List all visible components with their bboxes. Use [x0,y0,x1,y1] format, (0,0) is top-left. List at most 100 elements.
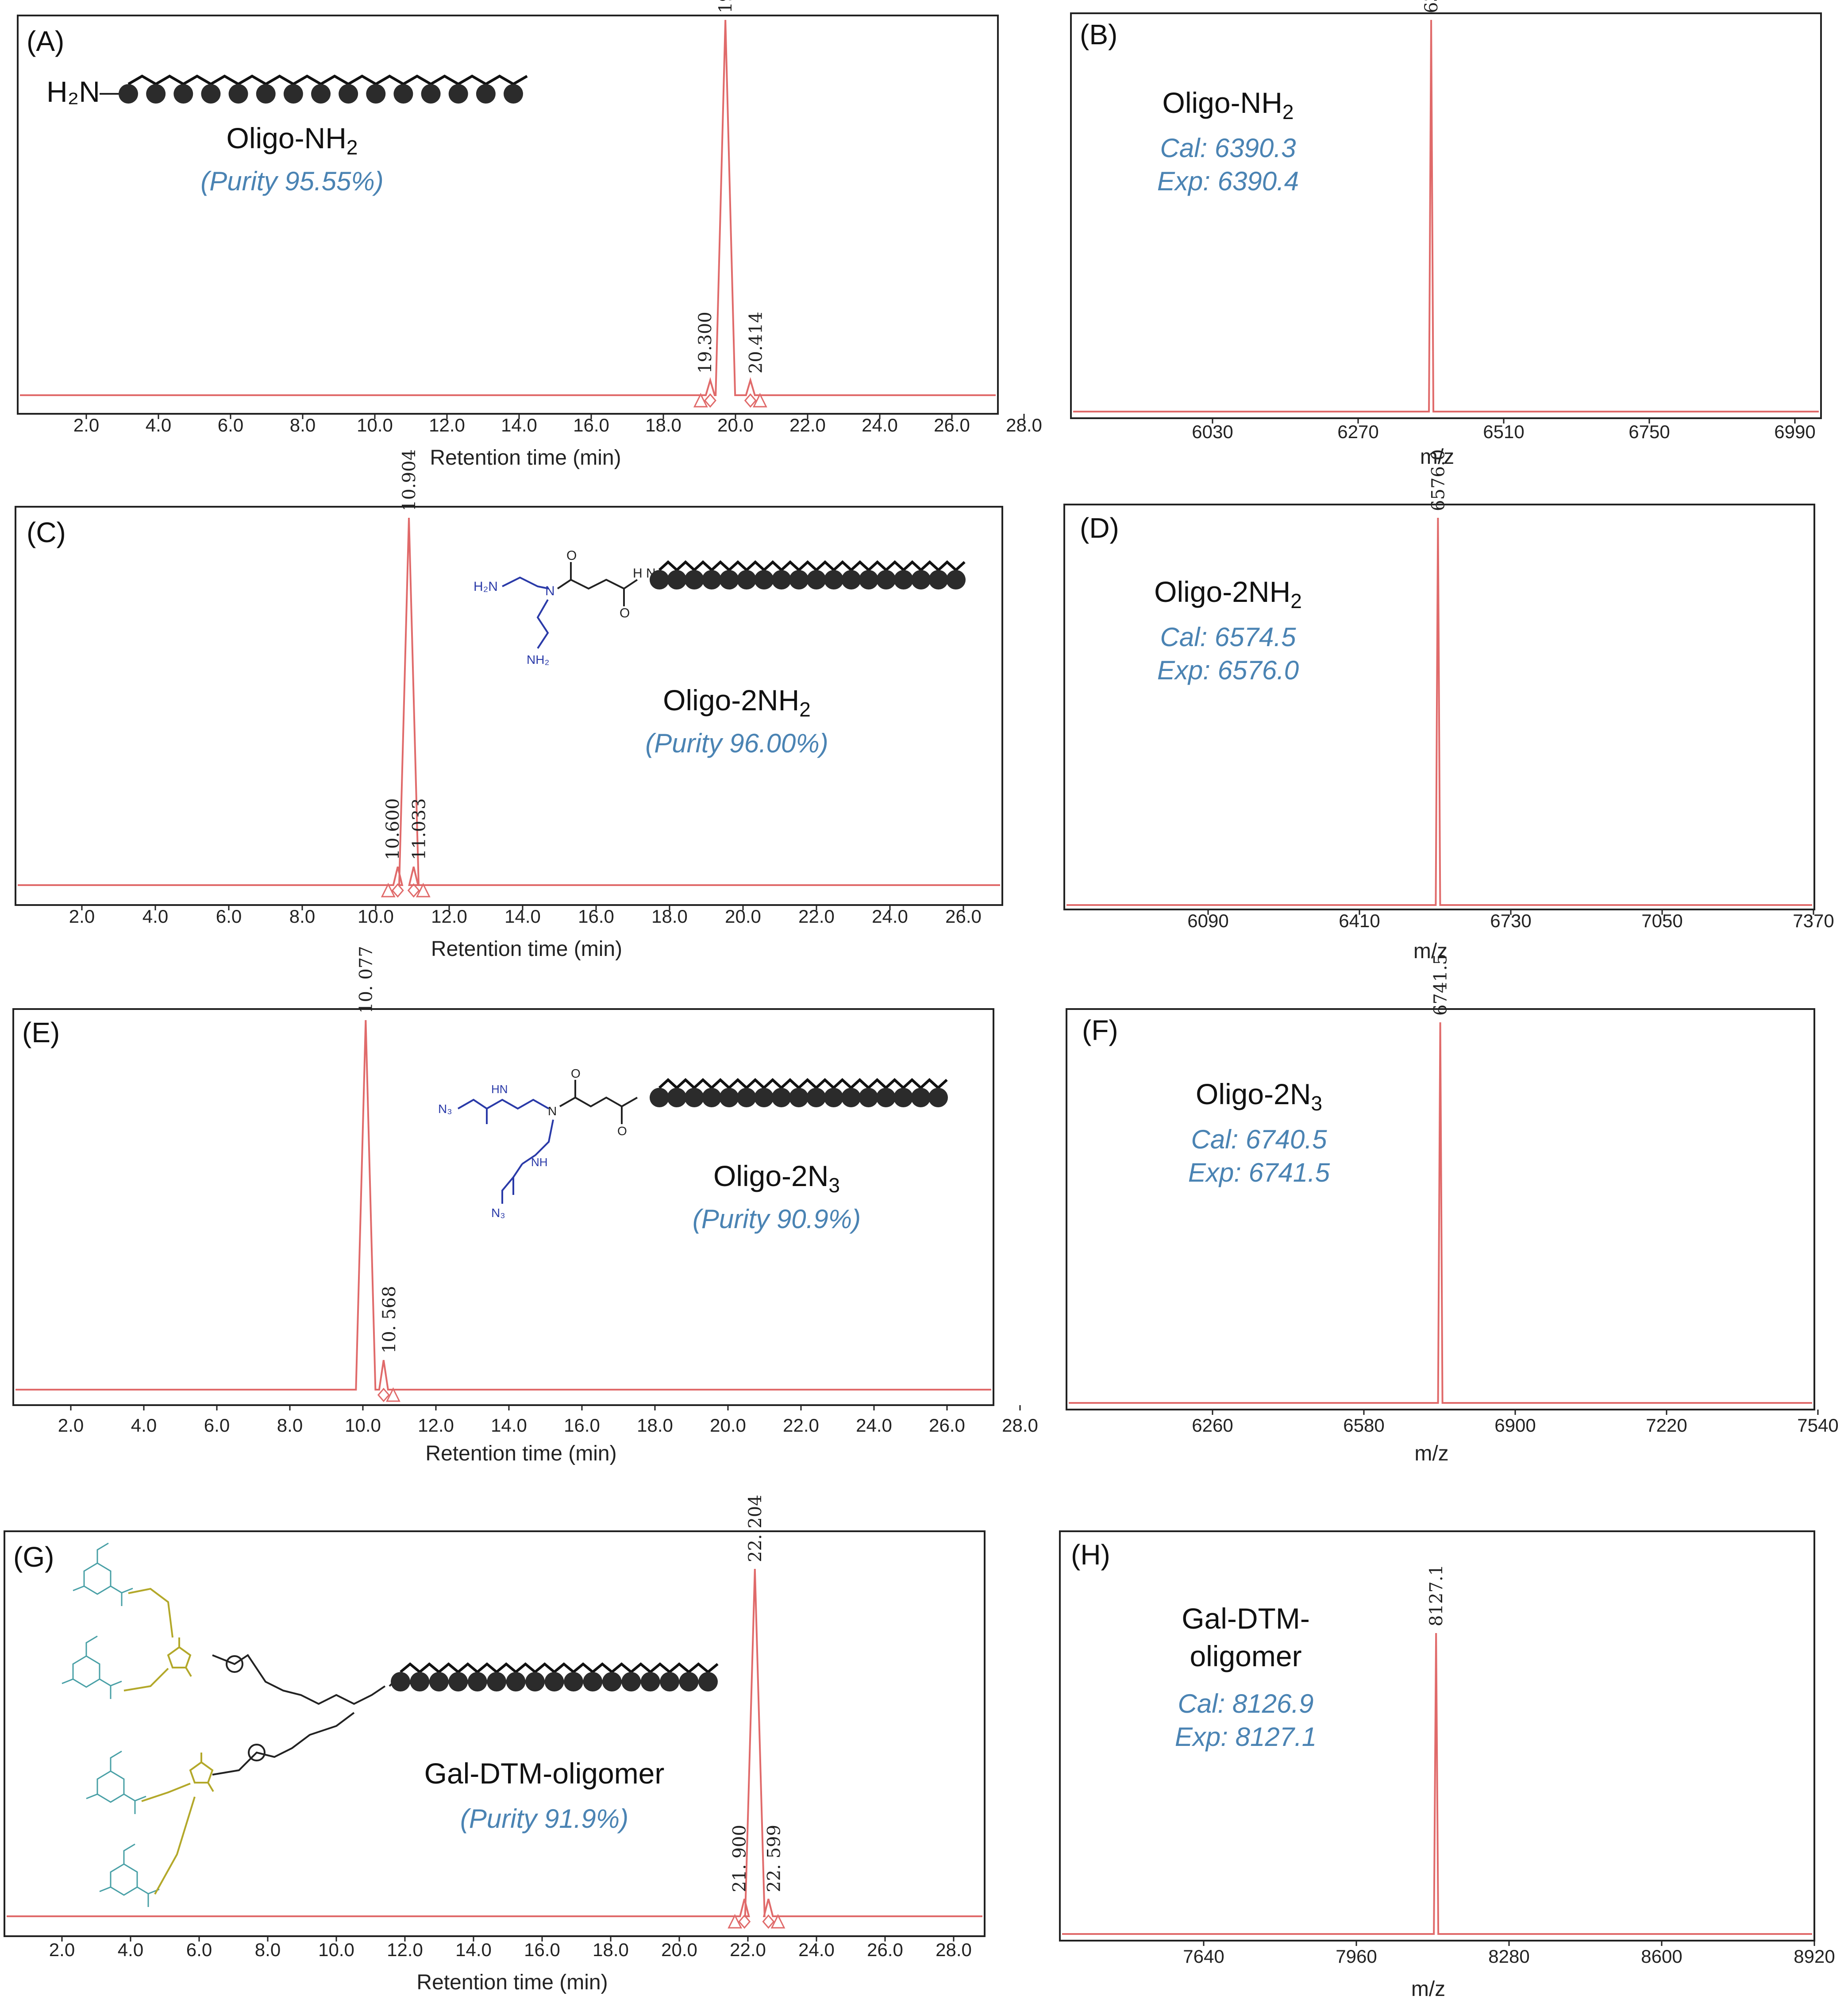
chain-bead [410,1672,430,1691]
x-tick-label: 6030 [1192,421,1233,442]
nitrogen-label: N [545,584,555,598]
panel-label: (C) [27,516,66,548]
x-tick-label: 18.0 [593,1939,629,1960]
x-tick-label: 12.0 [431,906,467,927]
x-tick-label: 7220 [1646,1415,1687,1436]
x-tick-label: 8600 [1641,1946,1682,1967]
peak-marker [407,883,420,898]
chain-bead [754,1088,774,1107]
x-tick-label: 6750 [1629,421,1670,442]
x-tick-label: 20.0 [710,1415,746,1436]
compound-name-subscript: 3 [828,1174,840,1197]
peak-label: 8127.1 [1426,1564,1447,1626]
plot-frame [1070,12,1822,419]
compound-name: Gal-DTM-oligomer [424,1757,665,1790]
chain-bead [789,570,809,589]
chain-bead [311,84,331,104]
x-tick-label: 20.0 [725,906,761,927]
panel-7: 7640 7960 8280 8600 8920 m/z (H) 8127.1 [1059,1530,1835,2001]
galactose-ring [73,1542,133,1606]
x-tick-label: 24.0 [862,415,898,435]
chain-bead [667,1088,687,1107]
plot-frame [12,1008,994,1406]
galactose-ring [86,1750,146,1814]
chain-bead [789,1088,808,1107]
chain-bead [621,1672,641,1691]
amide-label: NH [531,1156,548,1169]
x-axis-title: m/z [1420,445,1454,469]
thioether-linker [123,1587,196,1895]
purity-label: (Purity 91.9%) [460,1804,628,1834]
compound-name: Oligo-2NH2 [1154,575,1302,613]
galactose-ring [99,1843,160,1907]
plot-frame [1059,1530,1815,1942]
chain-bead [806,1088,826,1107]
x-tick-label: 20.0 [717,415,754,435]
chain-bead [771,570,791,589]
x-tick-label: 16.0 [578,906,614,927]
x-tick-label: 14.0 [455,1939,492,1960]
compound-name: Oligo-NH2 [1163,86,1294,123]
oxygen-label: O [620,606,630,620]
compound-name-main: Gal-DTM-oligomer [424,1757,665,1790]
chain-bead [393,84,413,104]
plot-frame [17,15,999,415]
amine-label: H₂N [474,579,498,594]
purity-label: (Purity 96.00%) [645,728,828,758]
compound-name: Oligo-2N3 [713,1160,840,1197]
chain-bead [754,570,774,589]
chain-bead [583,1672,603,1691]
x-axis-title: m/z [1411,1977,1445,2001]
peak-label: 10.600 [383,798,403,860]
x-tick-label: 2.0 [73,415,99,435]
chain-bead [702,1088,722,1107]
x-tick-label: 22.0 [798,906,835,927]
x-tick-label: 7540 [1797,1415,1838,1436]
chain-bead [366,84,386,104]
compound-name-main: Oligo-2NH [663,684,799,717]
chain-bead [283,84,303,104]
compound-name-subscript: 2 [799,698,811,721]
chain-bead [876,1088,896,1107]
dithiomaleimide-ring [189,1753,214,1792]
chain-bead [911,570,931,589]
chain-bead [660,1672,680,1691]
x-tick-label: 8.0 [255,1939,281,1960]
chain-bead [824,1088,843,1107]
chain-bead [679,1672,699,1691]
x-tick-label: 6260 [1192,1415,1233,1436]
x-tick-label: 8920 [1794,1946,1835,1967]
chain-bead [841,570,861,589]
x-tick-label: 26.0 [945,906,982,927]
chain-bead [946,570,966,589]
peak-label: 11.033 [409,798,430,860]
x-tick-label: 28.0 [1002,1415,1038,1436]
chain-bead [719,1088,739,1107]
calculated-mass: Cal: 6740.5 [1191,1125,1328,1154]
chain-backbone [658,560,966,572]
amide-label: HN [491,1083,508,1096]
x-tick-label: 14.0 [491,1415,527,1436]
peak-label: 21. 900 [729,1825,750,1892]
chain-bead [448,84,468,104]
panel-label: (A) [27,25,64,57]
chain-bead [563,1672,583,1691]
chain-bead [504,84,523,104]
amine-label: NH₂ [527,653,549,666]
x-tick-label: 6.0 [218,415,243,435]
chain-bead [476,84,496,104]
x-tick-label: 6270 [1337,421,1378,442]
x-tick-label: 22.0 [783,1415,819,1436]
x-axis-title: Retention time (min) [431,937,622,961]
chain-bead [544,1672,564,1691]
oligo-chain [650,1078,948,1107]
x-tick-label: 8.0 [290,415,316,435]
peak-label: 10.904 [399,449,420,511]
x-axis-title: m/z [1413,940,1448,963]
bond [559,1080,638,1124]
peak-marker [744,393,757,408]
chain-bead [719,570,739,589]
x-tick-label: 4.0 [146,415,171,435]
peak-marker [391,883,404,898]
